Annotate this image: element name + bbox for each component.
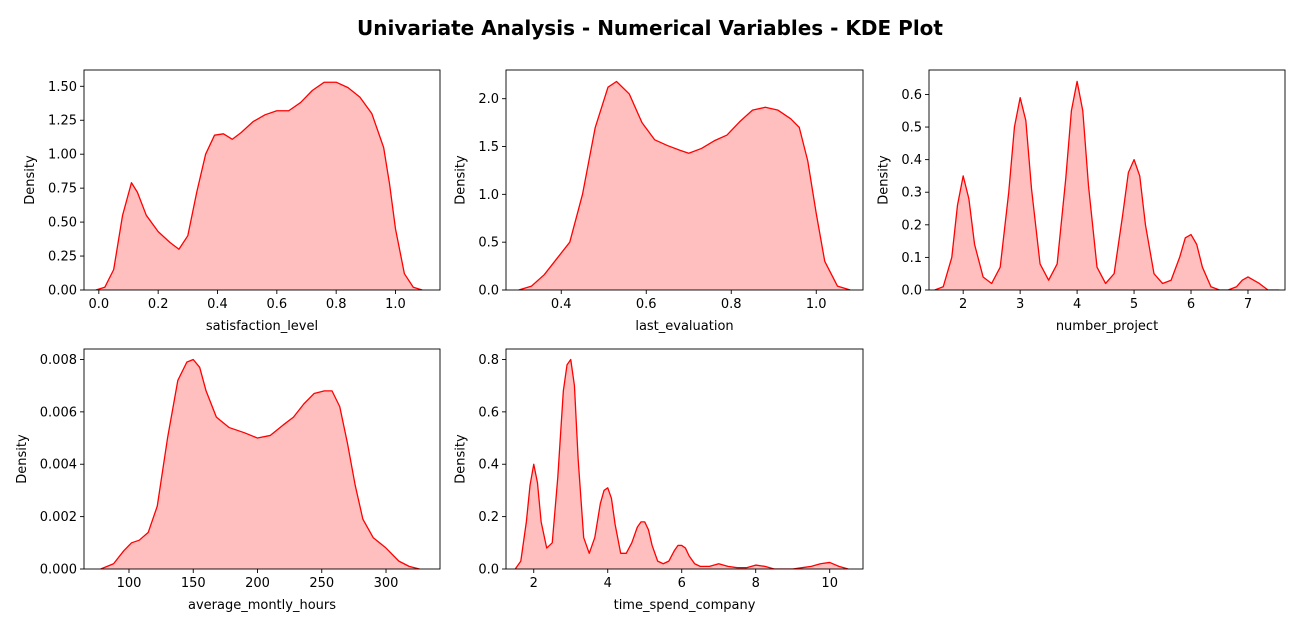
x-tick-label: 0.4 xyxy=(551,297,572,312)
subplot-number-project: 2 3 4 5 6 7 0.0 0.1 0.2 0.3 0.4 0.5 0.6 number_projec… xyxy=(876,69,1286,334)
axes-frame xyxy=(928,69,1286,291)
x-tick-label: 2 xyxy=(530,576,538,591)
y-tick-label: 0.6 xyxy=(901,88,922,103)
x-axis-label: average_montly_hours xyxy=(188,598,336,613)
x-tick-label: 6 xyxy=(1187,297,1195,312)
x-tick-label: 200 xyxy=(245,576,270,591)
y-axis-label: Density xyxy=(876,155,891,205)
y-tick-label: 0.00 xyxy=(48,284,77,299)
x-axis-label: last_evaluation xyxy=(635,319,733,334)
y-tick-label: 0.000 xyxy=(40,563,77,578)
y-tick-label: 0.2 xyxy=(901,218,922,233)
density-line xyxy=(518,80,851,290)
x-tick-label: 100 xyxy=(117,576,142,591)
x-tick-label: 0.6 xyxy=(636,297,657,312)
density-line xyxy=(95,81,423,290)
density-line xyxy=(934,80,1280,290)
density-area xyxy=(934,81,1280,290)
figure-title: Univariate Analysis - Numerical Variable… xyxy=(357,16,943,40)
x-tick-label: 0.2 xyxy=(148,297,169,312)
density-area xyxy=(518,81,851,290)
y-tick-label: 1.50 xyxy=(48,80,77,95)
axes-frame xyxy=(505,348,864,570)
y-tick-label: 0.0 xyxy=(478,284,499,299)
y-tick-label: 1.0 xyxy=(478,188,499,203)
subplot-satisfaction-level: 0.0 0.2 0.4 0.6 0.8 1.0 0.00 0.25 0.50 0.75 1.00 1.… xyxy=(23,69,441,334)
y-tick-label: 0.0 xyxy=(478,563,499,578)
x-tick-label: 8 xyxy=(752,576,760,591)
y-tick-label: 1.5 xyxy=(478,140,499,155)
x-tick-label: 6 xyxy=(678,576,686,591)
y-tick-label: 0.0 xyxy=(901,284,922,299)
y-tick-label: 0.5 xyxy=(478,236,499,251)
density-line xyxy=(100,358,420,569)
y-axis-label: Density xyxy=(15,434,30,484)
density-area xyxy=(100,359,420,569)
y-tick-label: 0.004 xyxy=(40,458,77,473)
y-tick-label: 0.50 xyxy=(48,216,77,231)
y-axis-label: Density xyxy=(453,155,468,205)
y-tick-label: 0.25 xyxy=(48,250,77,265)
axes-frame xyxy=(505,69,864,291)
x-tick-label: 300 xyxy=(374,576,399,591)
x-tick-label: 0.6 xyxy=(266,297,287,312)
x-tick-label: 1.0 xyxy=(385,297,406,312)
y-tick-label: 0.4 xyxy=(478,458,499,473)
x-tick-label: 10 xyxy=(821,576,838,591)
y-tick-label: 1.00 xyxy=(48,148,77,163)
x-tick-label: 5 xyxy=(1130,297,1138,312)
x-tick-label: 0.0 xyxy=(88,297,109,312)
y-tick-label: 0.1 xyxy=(901,251,922,266)
y-tick-label: 0.5 xyxy=(901,121,922,136)
y-tick-label: 0.002 xyxy=(40,510,77,525)
y-tick-label: 0.75 xyxy=(48,182,77,197)
axes-frame xyxy=(83,69,441,291)
x-tick-label: 4 xyxy=(604,576,612,591)
x-tick-label: 3 xyxy=(1016,297,1024,312)
density-area xyxy=(515,359,849,569)
y-tick-label: 0.8 xyxy=(478,353,499,368)
y-tick-label: 0.4 xyxy=(901,153,922,168)
x-tick-label: 250 xyxy=(309,576,334,591)
y-tick-label: 2.0 xyxy=(478,92,499,107)
x-axis-label: satisfaction_level xyxy=(206,319,318,334)
x-tick-label: 1.0 xyxy=(806,297,827,312)
subplot-average-montly-hours: 100 150 200 250 300 0.000 0.002 0.004 0.006 0.008… xyxy=(15,348,441,613)
y-tick-label: 0.2 xyxy=(478,510,499,525)
axes-frame xyxy=(83,348,441,570)
y-axis-label: Density xyxy=(453,434,468,484)
y-tick-label: 0.006 xyxy=(40,405,77,420)
x-tick-label: 150 xyxy=(181,576,206,591)
y-axis-label: Density xyxy=(23,155,38,205)
x-tick-label: 7 xyxy=(1244,297,1252,312)
x-tick-label: 4 xyxy=(1073,297,1081,312)
density-line xyxy=(514,358,849,569)
density-area xyxy=(95,82,423,290)
x-tick-label: 0.4 xyxy=(207,297,228,312)
x-axis-label: time_spend_company xyxy=(614,598,756,613)
y-tick-label: 0.3 xyxy=(901,186,922,201)
x-axis-label: number_project xyxy=(1056,319,1158,334)
y-tick-label: 1.25 xyxy=(48,114,77,129)
subplot-time-spend-company: 2 4 6 8 10 0.0 0.2 0.4 0.6 0.8 time_spend_company D… xyxy=(453,348,864,613)
y-tick-label: 0.6 xyxy=(478,405,499,420)
x-tick-label: 0.8 xyxy=(721,297,742,312)
y-tick-label: 0.008 xyxy=(40,353,77,368)
x-tick-label: 2 xyxy=(959,297,967,312)
subplot-last-evaluation: 0.4 0.6 0.8 1.0 0.0 0.5 1.0 1.5 2.0 last_evaluati… xyxy=(453,69,864,334)
x-tick-label: 0.8 xyxy=(326,297,347,312)
